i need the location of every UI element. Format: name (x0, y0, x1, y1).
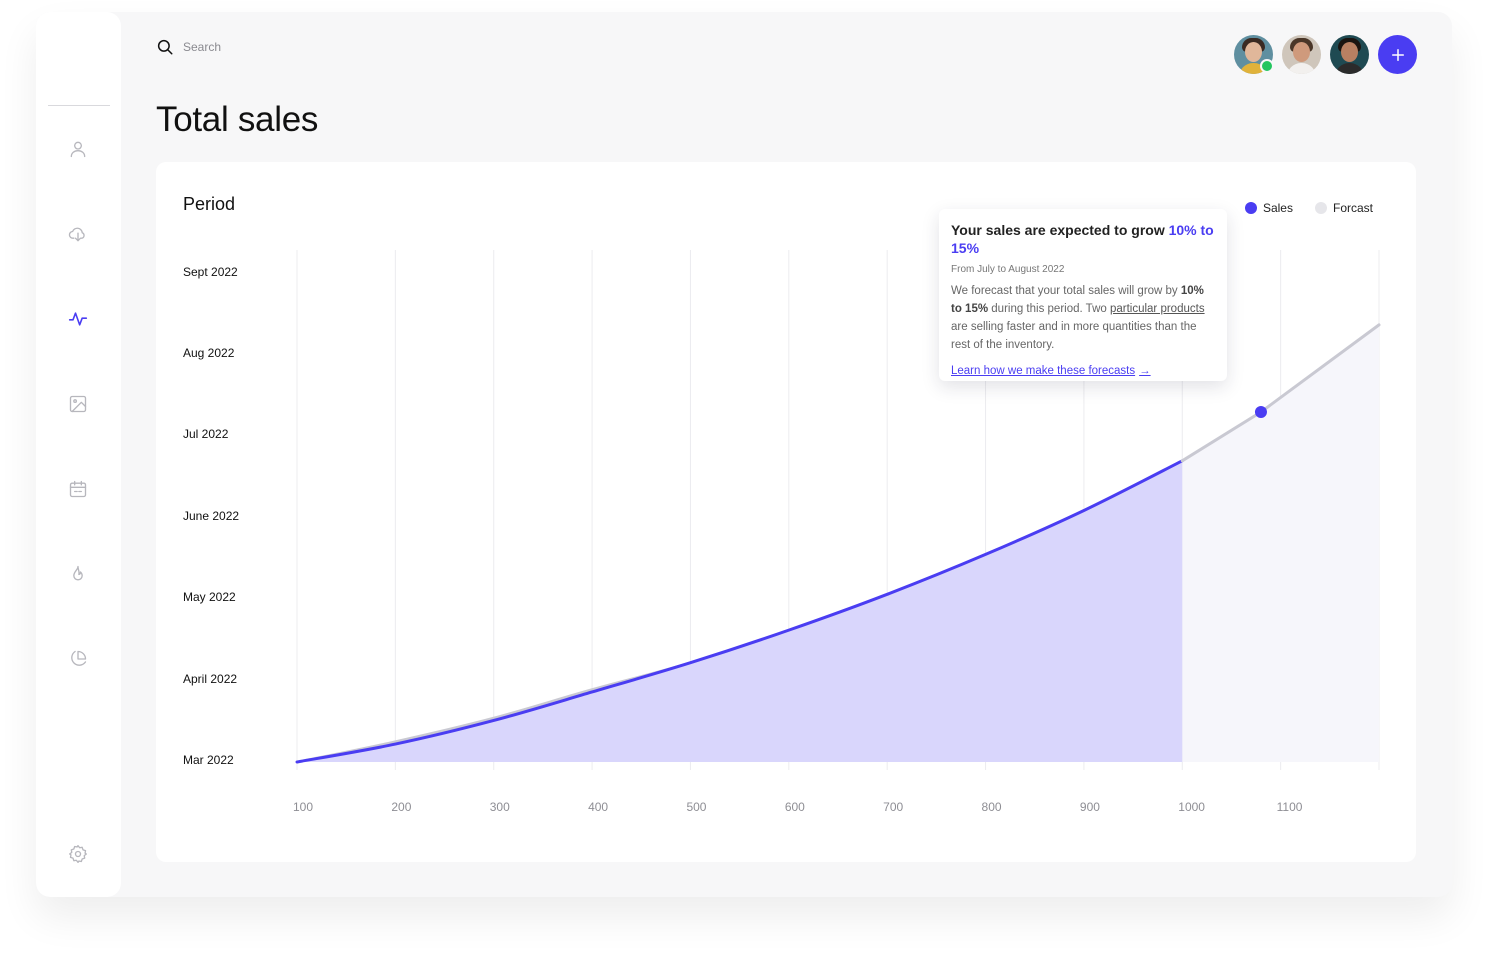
plus-icon (1391, 48, 1404, 61)
team-avatars (1234, 35, 1417, 74)
legend-item-sales[interactable]: Sales (1244, 201, 1293, 215)
x-tick-label: 400 (588, 800, 609, 814)
sales-area (297, 460, 1183, 762)
tooltip-highlight: 10% to 15% (951, 222, 1214, 256)
y-tick-label: Jul 2022 (183, 427, 229, 442)
add-user-button[interactable] (1378, 35, 1417, 74)
x-tick-label: 1000 (1178, 800, 1205, 814)
x-tick-label: 800 (981, 800, 1002, 814)
online-status-badge (1260, 59, 1274, 73)
settings-icon[interactable] (66, 842, 90, 866)
y-tick-label: Mar 2022 (183, 753, 234, 767)
x-tick-label: 100 (293, 800, 314, 814)
tooltip-title: Your sales are expected to grow 10% to 1… (951, 222, 1214, 256)
y-tick-label: Aug 2022 (183, 346, 235, 360)
y-tick-label: June 2022 (183, 508, 240, 523)
x-tick-label: 300 (489, 800, 510, 814)
legend-label-forecast: Forcast (1332, 201, 1373, 215)
search-bar[interactable] (156, 36, 343, 58)
forecast-highlight-point (1254, 405, 1267, 418)
search-input[interactable] (183, 40, 343, 54)
x-tick-label: 700 (883, 800, 904, 814)
sales-line (295, 459, 1184, 764)
legend-label-sales: Sales (1262, 201, 1293, 215)
flame-icon[interactable] (66, 562, 90, 586)
legend-item-forecast[interactable]: Forcast (1314, 201, 1373, 215)
y-tick-label: May 2022 (183, 590, 236, 605)
image-icon[interactable] (66, 392, 90, 416)
sales-chart-card: Period Sales Forcast Mar 2022 April 2022 M… (156, 162, 1416, 862)
learn-forecasts-link[interactable]: Learn how we make these forecasts → (951, 365, 1151, 377)
sales-area-chart (295, 250, 1381, 770)
page-title: Total sales (156, 100, 319, 139)
pie-chart-icon[interactable] (66, 647, 90, 671)
cloud-download-icon[interactable] (66, 222, 90, 246)
particular-products-link[interactable]: particular products (1109, 303, 1205, 315)
calendar-icon[interactable] (66, 477, 90, 501)
tooltip-date-range: From July to August 2022 (951, 264, 1065, 275)
chart-legend: Sales Forcast (1244, 201, 1373, 215)
app-window: Total sales Period Sales Forcast Mar 202… (36, 12, 1452, 897)
legend-swatch-sales (1244, 202, 1257, 214)
forecast-area (1182, 324, 1379, 762)
avatar[interactable] (1330, 35, 1369, 74)
y-tick-label: April 2022 (183, 671, 238, 686)
avatar[interactable] (1282, 35, 1321, 74)
forecast-tooltip: Your sales are expected to grow 10% to 1… (939, 209, 1227, 381)
period-label: Period (183, 194, 236, 214)
sidebar-divider (48, 105, 110, 106)
x-tick-label: 900 (1079, 800, 1100, 814)
x-tick-label: 600 (784, 800, 805, 814)
sidebar (36, 12, 121, 897)
y-tick-label: Sept 2022 (183, 264, 238, 279)
x-tick-label: 1100 (1276, 800, 1303, 814)
activity-icon[interactable] (66, 307, 90, 331)
x-tick-label: 200 (391, 800, 412, 814)
avatar-group-item (1234, 35, 1274, 74)
tooltip-body: We forecast that your total sales will g… (951, 285, 1205, 351)
user-icon[interactable] (66, 137, 90, 161)
x-tick-label: 500 (686, 800, 707, 814)
legend-swatch-forecast (1314, 202, 1327, 214)
search-icon (157, 39, 173, 55)
